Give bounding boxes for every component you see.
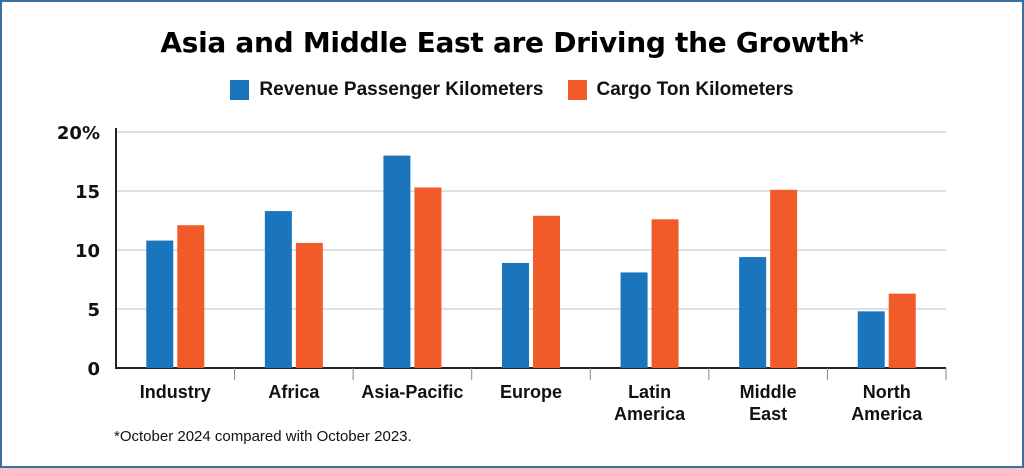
y-tick-label: 20% [57,123,100,144]
y-tick-label: 0 [87,359,100,380]
bar-rpk [739,257,767,368]
x-tick-label: Europe [500,382,562,402]
y-tick-label: 5 [87,300,100,321]
legend-swatch-ctk [567,80,587,100]
legend-item-rpk: Revenue Passenger Kilometers [230,79,544,101]
bar-ctk [888,293,916,368]
legend-label-rpk: Revenue Passenger Kilometers [259,79,544,100]
bar-rpk [502,262,529,368]
x-tick-label: America [851,404,923,424]
x-tick-label: Africa [268,382,320,402]
bar-ctk [177,225,205,368]
footnote: *October 2024 compared with October 2023… [114,428,412,445]
y-tick-label: 10 [75,241,100,262]
bar-ctk [533,215,560,368]
x-tick-label: America [614,404,686,424]
chart-legend: Revenue Passenger Kilometers Cargo Ton K… [2,79,1022,101]
bar-rpk [383,155,411,368]
bar-rpk [620,272,648,368]
bar-rpk [146,240,174,368]
x-tick-label: East [749,404,787,424]
x-tick-label: Middle [740,382,797,402]
bar-ctk [414,187,442,368]
x-tick-label: North [863,382,911,402]
chart-title: Asia and Middle East are Driving the Gro… [160,26,864,59]
bar-ctk [295,242,323,368]
x-tick-label: Industry [140,382,211,402]
y-tick-label: 15 [75,182,100,203]
bar-ctk [651,219,679,368]
legend-label-ctk: Cargo Ton Kilometers [596,79,794,100]
bar-rpk [264,211,292,368]
x-tick-label: Asia-Pacific [361,382,463,402]
x-tick-label: Latin [628,382,671,402]
bar-rpk [857,311,885,368]
bar-ctk [770,189,798,368]
legend-item-ctk: Cargo Ton Kilometers [567,79,794,101]
legend-swatch-rpk [230,80,250,100]
